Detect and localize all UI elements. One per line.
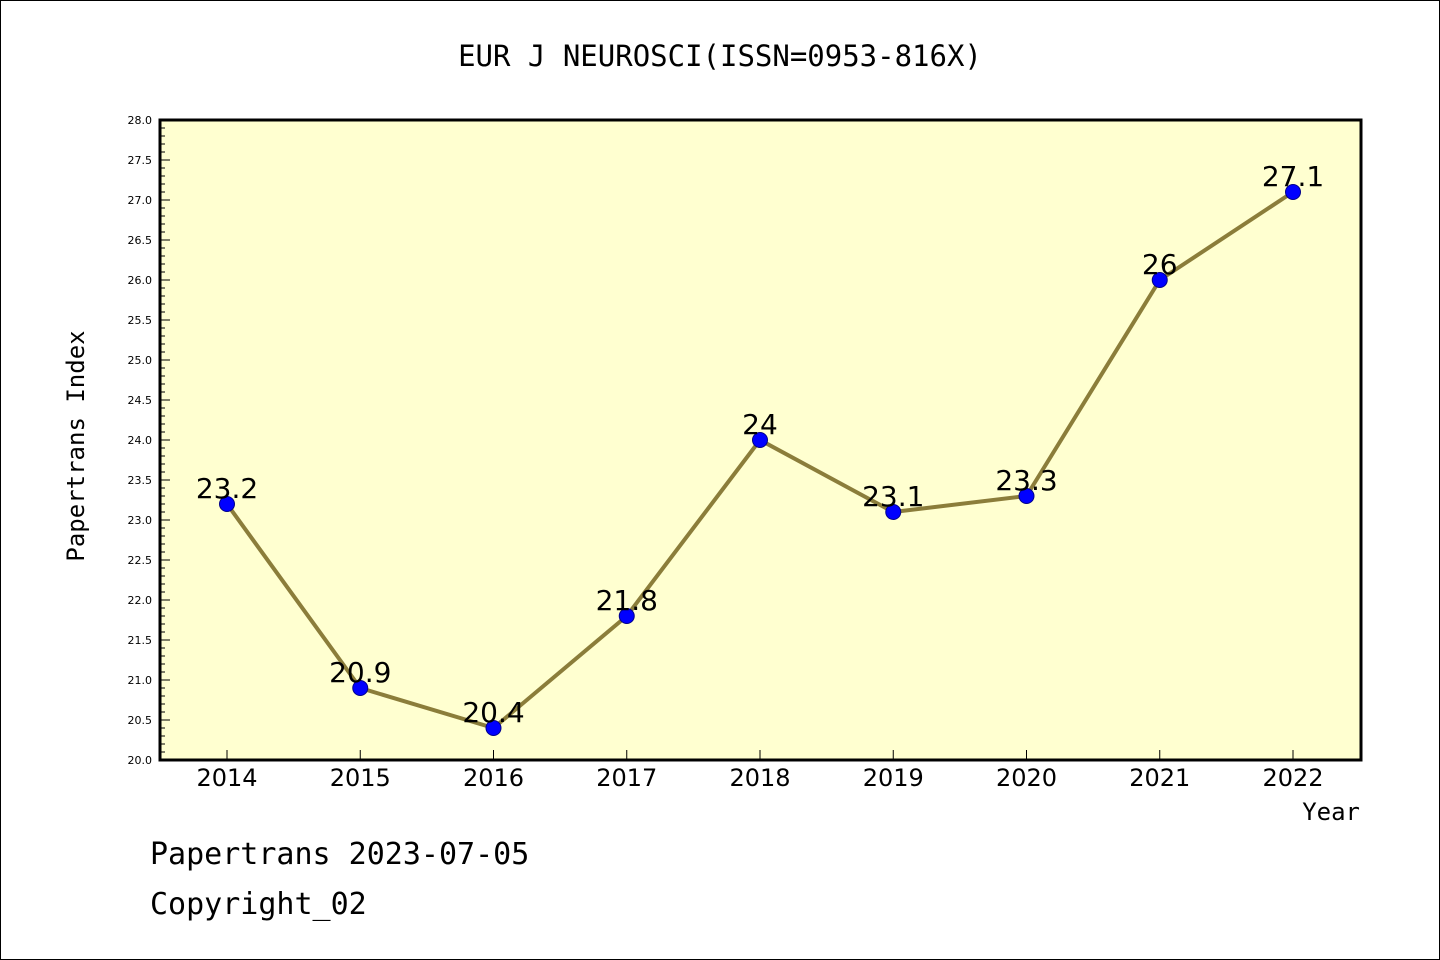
data-label: 27.1 (1262, 160, 1324, 193)
x-tick-label: 2020 (996, 764, 1057, 792)
data-point (1018, 488, 1035, 504)
x-tick-label: 2019 (863, 764, 924, 792)
x-axis: 2014 2015 2016 2017 2018 2019 2020 2021 2022 (196, 750, 1324, 792)
x-tick-label: 2017 (596, 764, 657, 792)
y-tick-label: 27.0 (128, 194, 153, 207)
y-tick-label: 27.5 (128, 154, 153, 167)
x-tick-label: 2014 (196, 764, 257, 792)
y-tick-label: 20.5 (128, 714, 153, 727)
footer-copyright: Copyright_02 (150, 887, 367, 922)
y-tick-label: 24.0 (128, 434, 153, 447)
y-tick-label: 23.0 (128, 514, 153, 527)
data-point (752, 432, 768, 448)
chart-title: EUR J NEUROSCI(ISSN=0953-816X) (458, 39, 982, 73)
data-label: 20.4 (462, 696, 524, 729)
data-point (885, 504, 902, 520)
data-point (618, 608, 635, 624)
y-axis-label: Papertrans Index (62, 330, 90, 561)
y-axis: 20.0 20.5 21.0 21.5 22.0 22.5 23.0 23.5 24.0 24.5… (128, 114, 170, 767)
y-tick-label: 25.0 (128, 354, 153, 367)
plot-border (158, 118, 1363, 762)
x-tick-label: 2016 (463, 764, 524, 792)
y-tick-label: 20.0 (128, 754, 153, 767)
data-point (219, 496, 235, 512)
y-tick-label: 28.0 (128, 114, 153, 127)
data-labels: 23.2 20.9 20.4 21.8 24 23.1 23.3 26 27.1 (196, 160, 1324, 729)
y-tick-label: 21.0 (128, 674, 153, 687)
data-label: 20.9 (329, 656, 391, 689)
data-label: 21.8 (596, 584, 658, 617)
footer-date: Papertrans 2023-07-05 (150, 837, 529, 872)
y-tick-label: 23.5 (128, 474, 153, 487)
data-label: 23.2 (196, 472, 258, 505)
y-tick-label: 26.0 (128, 274, 153, 287)
data-label: 23.3 (995, 464, 1057, 497)
y-tick-label: 21.5 (128, 634, 153, 647)
data-point (485, 720, 502, 736)
data-label: 26 (1142, 248, 1178, 281)
data-label: 24 (742, 408, 778, 441)
y-tick-label: 22.5 (128, 554, 153, 567)
x-tick-label: 2022 (1262, 764, 1323, 792)
data-point (352, 680, 369, 696)
y-tick-label: 24.5 (128, 394, 153, 407)
y-tick-label: 25.5 (128, 314, 153, 327)
x-tick-label: 2018 (729, 764, 790, 792)
data-point (1151, 272, 1168, 288)
data-point (1285, 184, 1301, 200)
series-line (219, 184, 1301, 736)
y-tick-label: 22.0 (128, 594, 153, 607)
data-label: 23.1 (862, 480, 924, 513)
x-tick-label: 2021 (1129, 764, 1190, 792)
x-tick-label: 2015 (330, 764, 391, 792)
y-tick-label: 26.5 (128, 234, 153, 247)
x-axis-label: Year (1302, 798, 1360, 826)
